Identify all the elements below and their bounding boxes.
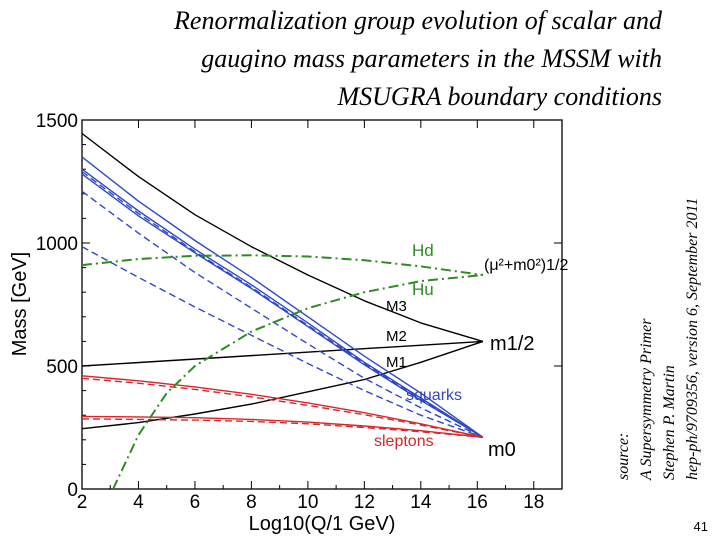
page-number: 41: [693, 519, 708, 534]
squark-curve-squark-6: [81, 246, 484, 438]
gaugino-curve-m2: [81, 340, 483, 367]
title-line: MSUGRA boundary conditions: [337, 82, 663, 111]
slepton-curve-slepton-1: [81, 375, 484, 438]
squark-curve-squark-2: [81, 168, 484, 438]
label-m2: M2: [386, 328, 407, 345]
slide-title: Renormalization group evolution of scala…: [42, 2, 662, 116]
y-axis-label: Mass [GeV]: [9, 252, 31, 356]
x-axis-label: Log10(Q/1 GeV): [249, 513, 396, 535]
squark-curve-squark-3: [81, 173, 484, 438]
label-mu-combo: (μ²+m0²)1/2: [484, 257, 568, 274]
x-tick-label: 6: [190, 492, 201, 513]
x-tick-label: 8: [246, 492, 257, 513]
label-m0: m0: [488, 439, 516, 461]
label-hu: Hu: [412, 280, 434, 299]
higgs-curve-hd: [81, 254, 484, 276]
x-tick-label: 14: [410, 492, 432, 513]
x-tick-label: 4: [133, 492, 144, 513]
x-tick-label: 10: [297, 492, 318, 513]
higgs-curve-hu: [112, 274, 483, 490]
label-sleptons: sleptons: [374, 433, 434, 450]
gaugino-curve-m3: [81, 132, 484, 343]
title-line: Renormalization group evolution of scala…: [174, 6, 662, 35]
x-tick-label: 16: [467, 492, 488, 513]
x-tick-label: 18: [523, 492, 544, 513]
squark-curve-squark-5: [81, 190, 484, 438]
label-m12: m1/2: [490, 333, 534, 355]
squark-curve-squark-1: [81, 156, 484, 438]
y-tick-label: 1500: [36, 111, 78, 132]
y-tick-label: 1000: [36, 234, 78, 255]
label-m1: M1: [386, 354, 407, 371]
x-tick-label: 12: [354, 492, 375, 513]
y-tick-label: 500: [46, 357, 78, 378]
slepton-curve-slepton-2: [81, 377, 484, 438]
x-tick-label: 2: [77, 492, 88, 513]
squark-curve-squark-4: [81, 171, 484, 438]
plot-frame: [81, 119, 563, 490]
slepton-curve-slepton-3: [81, 415, 483, 438]
label-m3: M3: [386, 298, 407, 315]
y-tick-label: 0: [67, 480, 78, 501]
title-line: gaugino mass parameters in the MSSM with: [201, 44, 662, 73]
label-squarks: squarks: [406, 387, 462, 404]
label-hd: Hd: [412, 241, 434, 260]
